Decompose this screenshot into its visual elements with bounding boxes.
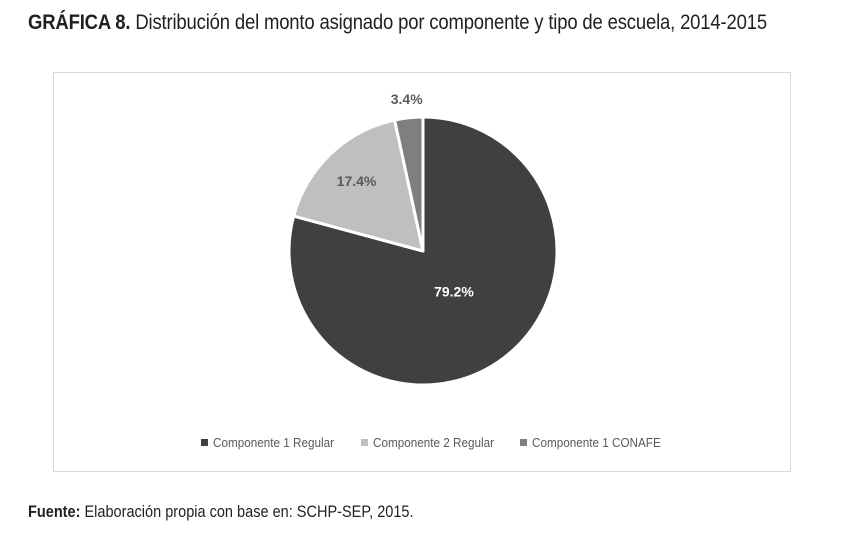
legend-swatch-componente-2-regular — [361, 439, 368, 446]
chart-title: GRÁFICA 8. Distribución del monto asigna… — [28, 8, 767, 36]
data-label-componente-1-regular: 79.2% — [434, 283, 474, 299]
source-label: Fuente: — [28, 503, 81, 521]
data-label-componente-1-conafe: 3.4% — [391, 91, 423, 107]
data-label-componente-2-regular: 17.4% — [337, 173, 377, 189]
legend-label-componente-2-regular: Componente 2 Regular — [373, 435, 494, 450]
legend-swatch-componente-1-regular — [201, 439, 208, 446]
chart-legend: Componente 1 Regular Componente 2 Regula… — [0, 435, 844, 455]
legend-label-componente-1-conafe: Componente 1 CONAFE — [532, 435, 661, 450]
pie-slice-componente-1-conafe — [393, 115, 425, 253]
source-text: Elaboración propia con base en: SCHP-SEP… — [84, 503, 414, 521]
source-note: Fuente: Elaboración propia con base en: … — [28, 503, 414, 522]
legend-item-componente-1-conafe: Componente 1 CONAFE — [520, 435, 675, 450]
legend-label-componente-1-regular: Componente 1 Regular — [213, 435, 334, 450]
figure-title: Distribución del monto asignado por comp… — [135, 10, 767, 34]
figure-number: GRÁFICA 8. — [28, 10, 131, 34]
legend-item-componente-1-regular: Componente 1 Regular — [201, 435, 347, 450]
pie-slice-componente-2-regular — [292, 118, 425, 253]
legend-item-componente-2-regular: Componente 2 Regular — [361, 435, 507, 450]
legend-swatch-componente-1-conafe — [520, 439, 527, 446]
